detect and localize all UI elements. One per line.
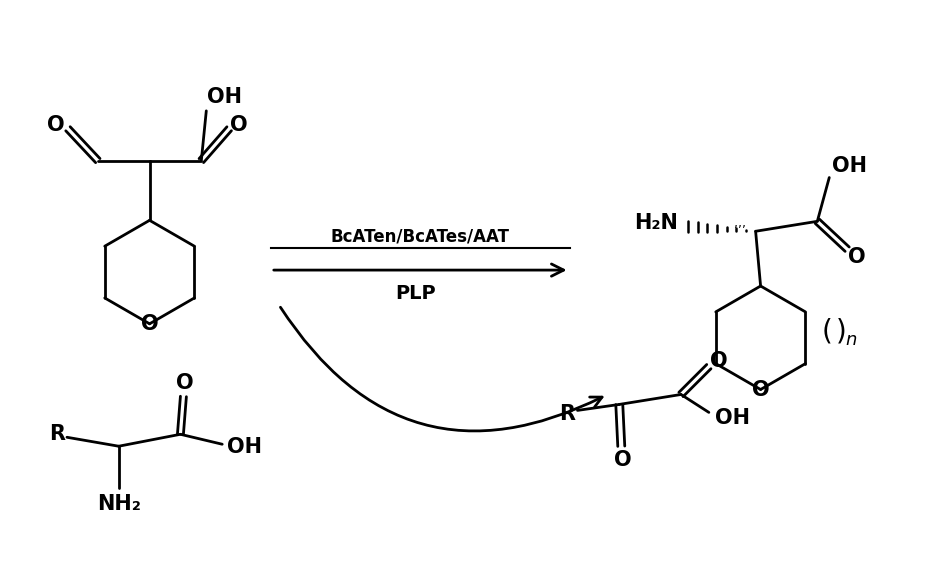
Text: O: O [47,115,65,135]
Text: n: n [846,331,857,349]
Text: R: R [49,424,65,444]
Text: (: ( [822,318,833,346]
Text: NH₂: NH₂ [97,494,141,514]
Text: OH: OH [716,408,750,428]
Text: ): ) [835,318,847,346]
Text: O: O [141,314,159,334]
Text: OH: OH [832,156,867,176]
Text: R: R [560,404,576,424]
Text: H₂N: H₂N [634,214,678,233]
Text: O: O [176,373,194,393]
Text: O: O [230,115,248,135]
Text: BcATen/BcATes/AAT: BcATen/BcATes/AAT [330,227,510,245]
Text: O: O [849,247,866,267]
Text: PLP: PLP [395,285,435,304]
Text: O: O [710,351,728,371]
Text: O: O [615,450,632,470]
Text: OH: OH [227,437,261,457]
Text: O: O [751,379,769,400]
Text: OH: OH [207,87,242,107]
FancyArrowPatch shape [280,307,602,431]
Text: ,,,: ,,, [733,217,746,230]
